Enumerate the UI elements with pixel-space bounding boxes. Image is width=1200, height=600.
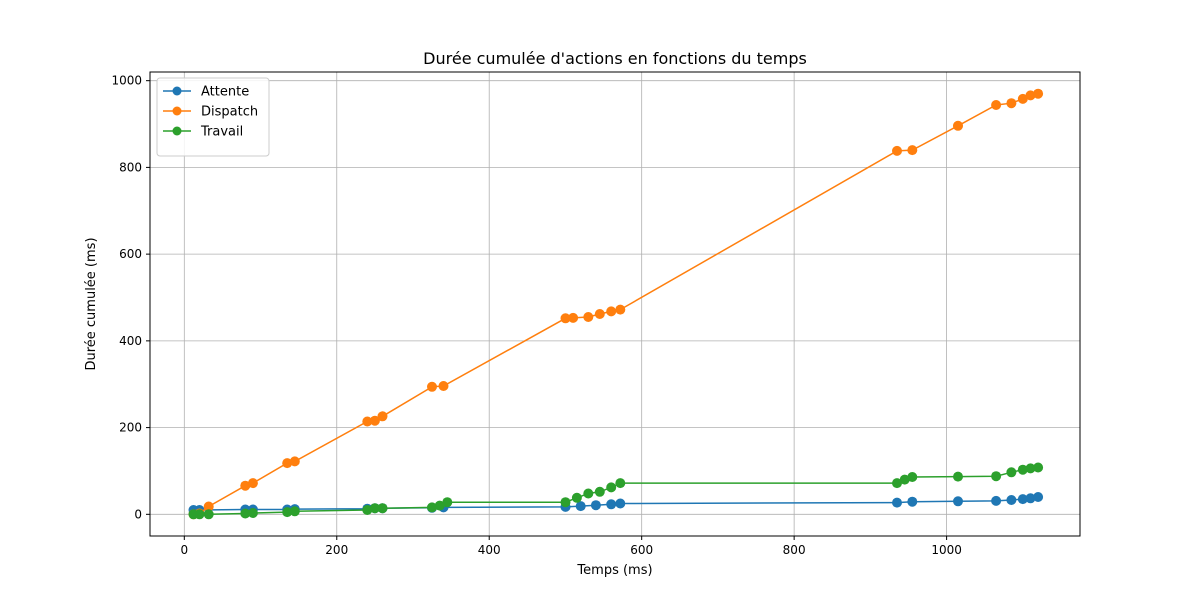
chart-title: Durée cumulée d'actions en fonctions du … — [423, 49, 807, 68]
data-point — [590, 500, 601, 511]
data-point — [907, 472, 918, 482]
data-point — [427, 381, 437, 392]
data-point — [442, 497, 453, 508]
data-point — [1025, 90, 1036, 101]
data-point — [247, 478, 258, 489]
data-point — [583, 312, 594, 322]
legend-marker — [172, 86, 182, 96]
x-tick-label: 200 — [325, 543, 348, 557]
legend-box — [156, 77, 270, 157]
data-point — [1017, 494, 1028, 505]
data-point — [282, 458, 293, 469]
data-point — [991, 100, 1002, 110]
legend-label: Dispatch — [201, 105, 258, 120]
data-point — [289, 456, 300, 467]
data-point — [282, 507, 293, 518]
plot-frame — [149, 71, 1081, 537]
data-point — [991, 495, 1002, 506]
data-point — [1025, 463, 1036, 474]
legend: Attente Dispatch Travail — [156, 77, 270, 157]
data-point — [571, 492, 582, 503]
data-point — [953, 120, 963, 131]
data-point — [203, 509, 214, 520]
x-tick-label: 600 — [630, 543, 653, 557]
x-tick-label: 400 — [478, 543, 501, 557]
data-point — [1033, 88, 1044, 99]
data-point — [991, 471, 1002, 482]
x-tick-label: 1000 — [931, 543, 962, 557]
legend-label: Travail — [200, 125, 243, 140]
data-point — [377, 503, 388, 514]
y-tick-label: 400 — [119, 334, 142, 348]
data-point — [892, 145, 902, 156]
data-point — [575, 501, 586, 512]
data-point — [953, 471, 963, 482]
data-point — [615, 498, 626, 509]
data-point — [362, 505, 373, 515]
data-point — [568, 312, 579, 323]
data-point — [594, 309, 605, 319]
data-point — [583, 488, 594, 499]
data-point — [427, 502, 437, 513]
data-point — [289, 506, 300, 517]
data-point — [1006, 495, 1017, 505]
data-point — [892, 478, 902, 489]
data-point — [369, 503, 380, 514]
series-layer — [188, 88, 1044, 520]
data-point — [1006, 467, 1017, 478]
y-tick-label: 0 — [134, 507, 142, 521]
legend-marker — [172, 126, 182, 136]
data-point — [377, 411, 388, 422]
data-point — [953, 496, 963, 507]
y-tick-label: 200 — [119, 421, 142, 435]
data-point — [606, 306, 617, 317]
legend-item-attente: Attente — [163, 85, 249, 100]
y-tick-label: 800 — [119, 160, 142, 174]
data-point — [1006, 98, 1017, 109]
data-point — [1033, 462, 1044, 473]
data-point — [615, 478, 626, 489]
legend-label: Attente — [201, 85, 249, 100]
data-point — [899, 474, 910, 485]
y-tick-label: 1000 — [111, 74, 142, 88]
x-tick-label: 0 — [180, 543, 188, 557]
data-point — [194, 509, 205, 520]
data-point — [892, 497, 902, 508]
ticks: 0 200 400 600 800 1000 0 200 400 600 800 1000 — [111, 74, 961, 557]
data-point — [434, 500, 445, 511]
data-point — [203, 501, 214, 512]
x-axis-label: Temps (ms) — [576, 563, 652, 578]
y-tick-label: 600 — [119, 247, 142, 261]
data-point — [362, 416, 373, 427]
legend-marker — [172, 106, 182, 116]
grid — [150, 72, 1080, 536]
data-point — [240, 480, 251, 491]
x-tick-label: 800 — [783, 543, 806, 557]
legend-item-travail: Travail — [163, 125, 243, 140]
data-point — [606, 482, 617, 493]
y-axis-label: Durée cumulée (ms) — [84, 237, 99, 370]
data-point — [1017, 464, 1028, 475]
data-point — [240, 508, 251, 519]
data-point — [1017, 93, 1028, 104]
data-point — [594, 486, 605, 497]
data-point — [1033, 492, 1044, 502]
data-point — [606, 499, 617, 510]
data-point — [907, 145, 918, 156]
data-point — [560, 313, 571, 324]
series-travail — [188, 462, 1044, 520]
data-point — [615, 304, 626, 315]
data-point — [438, 381, 449, 391]
data-point — [907, 496, 918, 507]
data-point — [1025, 493, 1036, 504]
data-point — [369, 415, 380, 426]
data-point — [560, 497, 571, 508]
legend-item-dispatch: Dispatch — [163, 105, 258, 120]
series-line — [193, 466, 1039, 516]
data-point — [247, 508, 258, 518]
